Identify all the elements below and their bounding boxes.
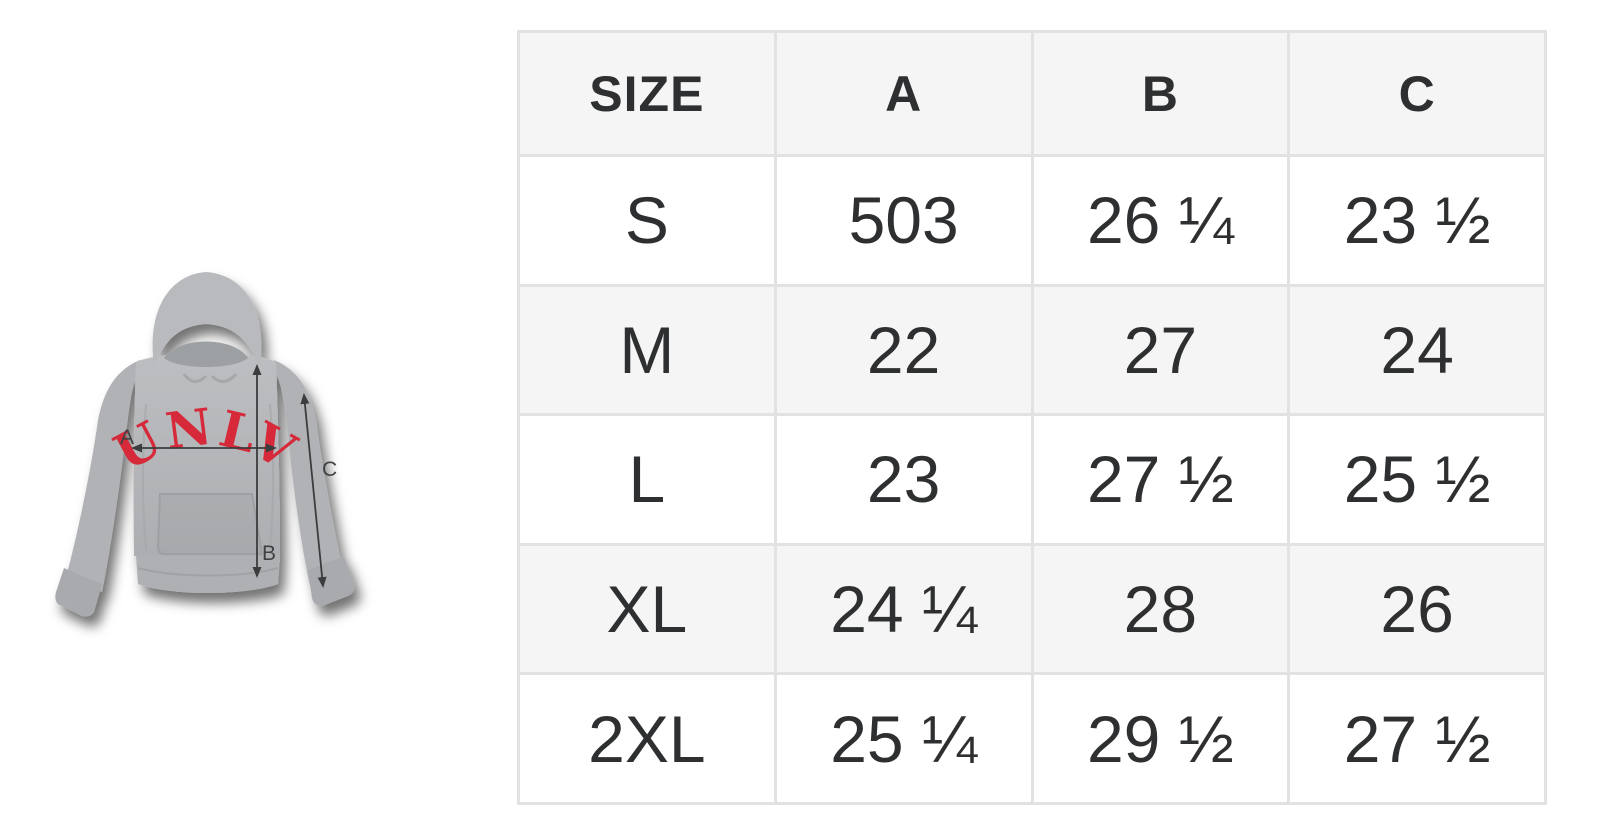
left-sleeve xyxy=(66,360,140,592)
cell-a: 25 ¼ xyxy=(773,672,1034,805)
table-row-m: M 22 27 24 xyxy=(517,283,1547,417)
column-header-b: B xyxy=(1030,30,1291,157)
hem-rib-line xyxy=(137,567,279,577)
measure-label-b: B xyxy=(262,542,276,565)
cell-c: 27 ½ xyxy=(1287,672,1547,805)
cell-size: S xyxy=(517,154,777,287)
fold-line-left xyxy=(142,403,147,551)
table-row-l: L 23 27 ½ 25 ½ xyxy=(517,413,1547,546)
cell-b: 29 ½ xyxy=(1030,672,1291,805)
cell-b: 28 xyxy=(1030,542,1291,676)
cell-c: 23 ½ xyxy=(1287,154,1547,287)
cell-a: 23 xyxy=(773,413,1034,546)
cell-b: 26 ¼ xyxy=(1030,154,1291,287)
size-table: SIZE A B C S 503 26 ¼ 23 ½ M 22 27 24 L … xyxy=(517,30,1547,805)
cell-a: 22 xyxy=(773,283,1034,417)
measure-label-a: A xyxy=(120,426,134,449)
size-table-header-row: SIZE A B C xyxy=(517,30,1547,157)
hoodie-body xyxy=(133,353,280,556)
cell-c: 24 xyxy=(1287,283,1547,417)
cell-c: 26 xyxy=(1287,542,1547,676)
cell-size: XL xyxy=(517,542,777,676)
left-cuff xyxy=(55,568,102,617)
hood-opening xyxy=(164,341,248,367)
table-row-xl: XL 24 ¼ 28 26 xyxy=(517,542,1547,676)
measure-label-c: C xyxy=(322,458,337,481)
cell-size: M xyxy=(517,283,777,417)
cell-size: 2XL xyxy=(517,672,777,805)
hood-shape xyxy=(152,272,262,366)
hoodie-size-diagram: UNLV A B C xyxy=(55,272,355,617)
drawstring xyxy=(182,372,238,383)
column-header-size: SIZE xyxy=(517,30,777,157)
kangaroo-pocket xyxy=(156,493,264,555)
cell-c: 25 ½ xyxy=(1287,413,1547,546)
measure-arrow-c xyxy=(300,393,327,588)
cell-b: 27 xyxy=(1030,283,1291,417)
cell-a: 503 xyxy=(773,154,1034,287)
column-header-c: C xyxy=(1287,30,1547,157)
table-row-2xl: 2XL 25 ¼ 29 ½ 27 ½ xyxy=(517,672,1547,805)
cell-size: L xyxy=(517,413,777,546)
cell-b: 27 ½ xyxy=(1030,413,1291,546)
table-row-s: S 503 26 ¼ 23 ½ xyxy=(517,154,1547,287)
cell-a: 24 ¼ xyxy=(773,542,1034,676)
fold-line-right xyxy=(269,403,274,551)
column-header-a: A xyxy=(773,30,1034,157)
